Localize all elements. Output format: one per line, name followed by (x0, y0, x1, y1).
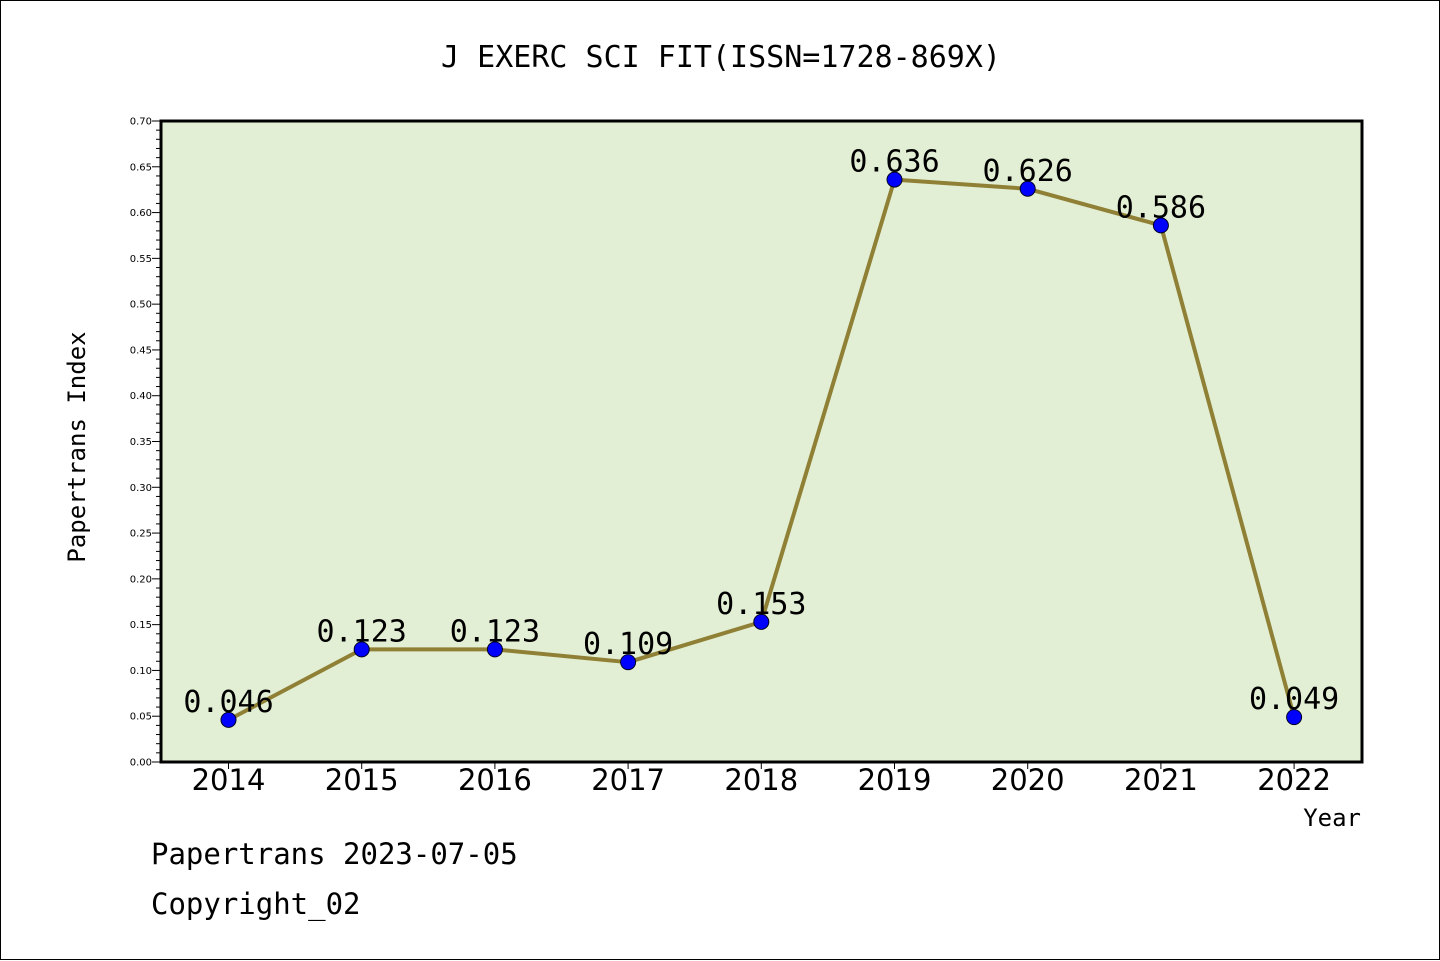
data-label: 0.109 (583, 627, 673, 662)
y-tick-label: 0.65 (130, 162, 152, 173)
footer-copyright: Copyright_02 (151, 887, 361, 921)
y-tick-label: 0.60 (130, 208, 152, 219)
x-tick-label: 2014 (192, 763, 266, 797)
y-tick-label: 0.50 (130, 300, 152, 311)
data-point (886, 171, 903, 188)
data-point (1019, 180, 1036, 197)
y-tick-label: 0.30 (130, 483, 152, 494)
chart-title: J EXERC SCI FIT(ISSN=1728-869X) (441, 40, 1001, 75)
x-axis-label: Year (1303, 804, 1361, 832)
x-tick-label: 2019 (858, 763, 932, 797)
y-tick-label: 0.20 (130, 574, 152, 585)
x-tick-label: 2018 (724, 763, 798, 797)
data-point (1286, 709, 1303, 726)
y-tick-label: 0.10 (130, 666, 152, 677)
data-label: 0.586 (1116, 190, 1206, 225)
footer-date: Papertrans 2023-07-05 (151, 837, 518, 871)
y-tick-label: 0.70 (130, 117, 152, 128)
x-tick-label: 2016 (458, 763, 532, 797)
data-point (620, 654, 637, 671)
y-tick-label: 0.25 (130, 529, 152, 540)
data-label: 0.153 (716, 587, 806, 622)
data-label: 0.123 (317, 614, 407, 649)
data-point (220, 711, 237, 728)
x-tick-label: 2015 (325, 763, 399, 797)
y-axis-label: Papertrans Index (63, 331, 91, 562)
x-tick-label: 2017 (591, 763, 665, 797)
y-tick-label: 0.35 (130, 437, 152, 448)
data-point (353, 641, 370, 658)
y-tick-label: 0.55 (130, 254, 152, 265)
y-tick-label: 0.15 (130, 620, 152, 631)
data-label: 0.636 (849, 145, 939, 180)
x-tick-label: 2020 (991, 763, 1065, 797)
data-label: 0.626 (983, 154, 1073, 189)
data-point (753, 613, 770, 630)
x-tick-label: 2022 (1257, 763, 1331, 797)
x-tick-label: 2021 (1124, 763, 1198, 797)
y-tick-label: 0.40 (130, 391, 152, 402)
data-label: 0.123 (450, 614, 540, 649)
data-label: 0.049 (1249, 682, 1339, 717)
y-tick-label: 0.00 (130, 758, 152, 769)
data-point (1152, 217, 1169, 234)
data-label: 0.046 (183, 685, 273, 720)
y-tick-label: 0.05 (130, 712, 152, 723)
data-point (486, 641, 503, 658)
y-tick-label: 0.45 (130, 345, 152, 356)
